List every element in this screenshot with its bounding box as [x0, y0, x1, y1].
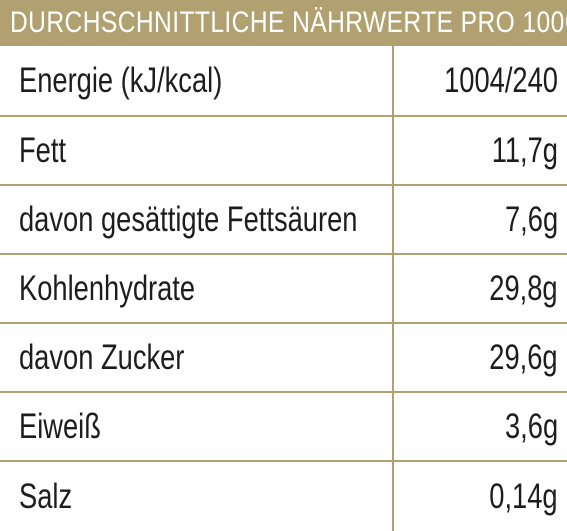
- table-header: DURCHSCHNITTLICHE NÄHRWERTE PRO 100G: [0, 0, 567, 46]
- row-value: 11,7g: [491, 131, 558, 170]
- row-label: Eiweiß: [19, 407, 101, 446]
- row-value: 29,8g: [489, 269, 558, 308]
- table-title: DURCHSCHNITTLICHE NÄHRWERTE PRO 100G: [10, 6, 567, 39]
- row-value: 7,6g: [504, 200, 558, 239]
- table-row-kohlenhydrate: Kohlenhydrate 29,8g: [0, 255, 567, 324]
- row-label: Salz: [19, 477, 73, 516]
- table-row-eiweiss: Eiweiß 3,6g: [0, 393, 567, 462]
- row-value: 29,6g: [489, 338, 558, 377]
- row-label: Kohlenhydrate: [19, 269, 196, 308]
- row-value: 0,14g: [489, 477, 558, 516]
- table-row-gesaettigte-fettsaeuren: davon gesättigte Fettsäuren 7,6g: [0, 186, 567, 255]
- row-label: davon Zucker: [19, 338, 185, 377]
- table-row-zucker: davon Zucker 29,6g: [0, 324, 567, 393]
- row-label: Energie (kJ/kcal): [19, 61, 223, 100]
- row-label: Fett: [19, 131, 67, 170]
- table-body: Energie (kJ/kcal) 1004/240 Fett 11,7g da…: [0, 46, 567, 531]
- table-row-fett: Fett 11,7g: [0, 117, 567, 186]
- row-value: 3,6g: [504, 407, 558, 446]
- row-value: 1004/240: [444, 61, 558, 100]
- table-row-energie: Energie (kJ/kcal) 1004/240: [0, 46, 567, 117]
- table-row-salz: Salz 0,14g: [0, 462, 567, 531]
- row-label: davon gesättigte Fettsäuren: [19, 200, 358, 239]
- column-divider: [392, 46, 394, 531]
